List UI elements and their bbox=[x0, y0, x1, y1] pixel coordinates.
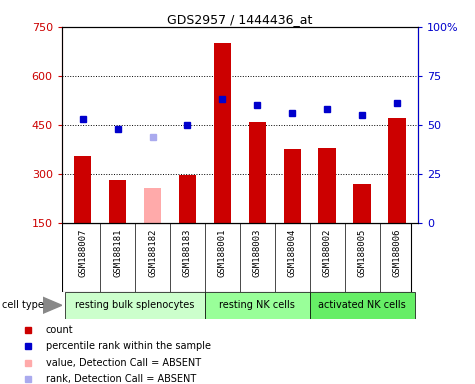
Bar bbox=[310, 292, 415, 319]
Text: value, Detection Call = ABSENT: value, Detection Call = ABSENT bbox=[46, 358, 201, 368]
Bar bbox=[353, 184, 371, 223]
Bar bbox=[389, 118, 406, 223]
Text: GSM188183: GSM188183 bbox=[183, 228, 192, 276]
Bar bbox=[248, 121, 266, 223]
Text: GSM188007: GSM188007 bbox=[78, 228, 87, 276]
Text: count: count bbox=[46, 325, 74, 335]
Text: resting bulk splenocytes: resting bulk splenocytes bbox=[76, 300, 195, 310]
Text: GSM188002: GSM188002 bbox=[323, 228, 332, 276]
Text: GSM188004: GSM188004 bbox=[288, 228, 297, 276]
Text: GSM188181: GSM188181 bbox=[113, 228, 122, 276]
Text: GSM188001: GSM188001 bbox=[218, 228, 227, 276]
Text: activated NK cells: activated NK cells bbox=[318, 300, 406, 310]
Text: GSM188006: GSM188006 bbox=[392, 228, 401, 276]
Bar bbox=[284, 149, 301, 223]
Bar bbox=[109, 180, 126, 223]
Title: GDS2957 / 1444436_at: GDS2957 / 1444436_at bbox=[167, 13, 313, 26]
Text: GSM188182: GSM188182 bbox=[148, 228, 157, 276]
Text: resting NK cells: resting NK cells bbox=[219, 300, 295, 310]
Text: percentile rank within the sample: percentile rank within the sample bbox=[46, 341, 211, 351]
Polygon shape bbox=[43, 297, 62, 313]
Bar bbox=[179, 175, 196, 223]
Text: rank, Detection Call = ABSENT: rank, Detection Call = ABSENT bbox=[46, 374, 196, 384]
Text: cell type: cell type bbox=[2, 300, 44, 310]
Text: GSM188003: GSM188003 bbox=[253, 228, 262, 276]
Bar bbox=[318, 148, 336, 223]
Bar bbox=[214, 43, 231, 223]
Bar bbox=[74, 156, 91, 223]
Bar bbox=[205, 292, 310, 319]
Bar bbox=[65, 292, 205, 319]
Text: GSM188005: GSM188005 bbox=[358, 228, 367, 276]
Bar bbox=[144, 189, 162, 223]
